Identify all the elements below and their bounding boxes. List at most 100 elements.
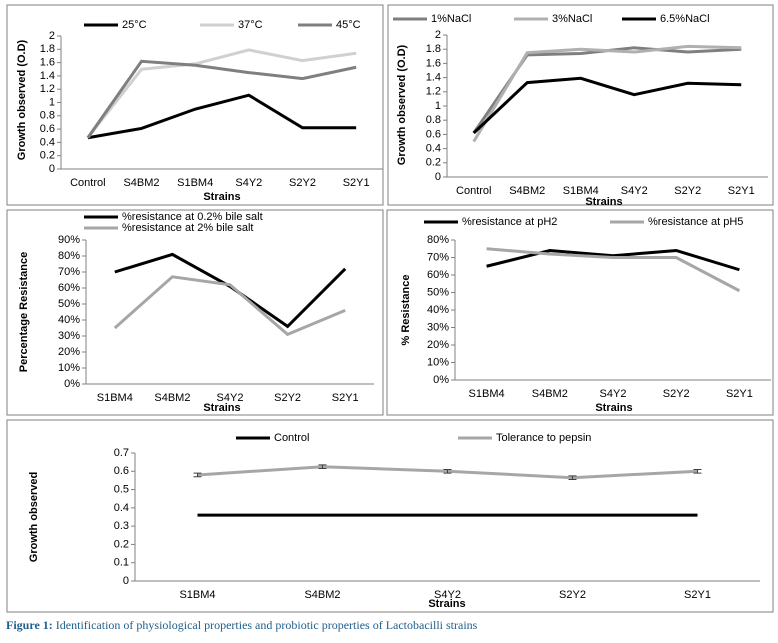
- legend-label: 6.5%NaCl: [660, 13, 710, 25]
- data-line: [486, 247, 741, 293]
- error-bar: [443, 468, 452, 474]
- y-tick-label: 10%: [427, 356, 449, 368]
- y-tick-label: 1.6: [40, 57, 55, 69]
- y-tick-label: 0: [49, 163, 55, 175]
- y-tick-label: 0.6: [114, 465, 129, 477]
- y-tick-label: 0: [123, 575, 129, 587]
- y-tick-label: 0%: [433, 374, 449, 386]
- y-tick-label: 0.6: [40, 123, 55, 135]
- y-tick-label: 2: [435, 29, 441, 41]
- y-tick-label: 50%: [427, 286, 449, 298]
- legend-label: %resistance at 2% bile salt: [122, 222, 253, 234]
- x-tick-label: S1BM4: [177, 177, 213, 189]
- y-tick-label: 1.4: [40, 70, 55, 82]
- x-axis-label: Strains: [428, 598, 465, 610]
- y-tick-label: 10%: [58, 362, 80, 374]
- y-tick-label: 1.2: [40, 83, 55, 95]
- x-tick-label: S2Y1: [728, 185, 755, 197]
- data-line: [472, 46, 742, 134]
- panel-border: [387, 4, 774, 206]
- x-tick-label: S2Y2: [674, 185, 701, 197]
- error-bar: [318, 464, 327, 470]
- data-line: [114, 252, 347, 329]
- x-tick-label: S4BM2: [154, 392, 190, 404]
- x-tick-label: S4Y2: [434, 589, 461, 601]
- x-axis-label: Strains: [585, 196, 622, 208]
- legend-label: Tolerance to pepsin: [496, 432, 591, 444]
- y-tick-label: 0.3: [114, 520, 129, 532]
- legend-label: Control: [274, 432, 309, 444]
- x-tick-label: S2Y1: [726, 388, 753, 400]
- y-tick-label: 1: [435, 100, 441, 112]
- x-tick-label: Control: [456, 185, 491, 197]
- y-axis-label: Percentage Resistance: [18, 252, 30, 372]
- y-tick-label: 0.8: [426, 114, 441, 126]
- y-tick-label: 2: [49, 30, 55, 42]
- y-tick-label: 0: [435, 171, 441, 183]
- y-tick-label: 1: [49, 96, 55, 108]
- y-tick-label: 0.2: [114, 538, 129, 550]
- x-tick-label: S1BM4: [469, 388, 505, 400]
- y-axis-label: Growth observed (O.D): [396, 44, 408, 165]
- data-line: [113, 275, 346, 337]
- x-tick-label: Control: [70, 177, 105, 189]
- y-tick-label: 1.2: [426, 86, 441, 98]
- x-tick-label: S1BM4: [97, 392, 133, 404]
- y-tick-label: 0.5: [114, 483, 129, 495]
- y-tick-label: 20%: [427, 339, 449, 351]
- x-tick-label: S4Y2: [235, 177, 262, 189]
- y-tick-label: 70%: [58, 266, 80, 278]
- panel-border: [6, 4, 384, 206]
- y-tick-label: 0.6: [426, 128, 441, 140]
- y-tick-label: 40%: [427, 304, 449, 316]
- x-tick-label: S2Y1: [332, 392, 359, 404]
- x-tick-label: S2Y1: [343, 177, 370, 189]
- x-tick-label: S2Y1: [684, 589, 711, 601]
- y-tick-label: 80%: [427, 234, 449, 246]
- data-line: [86, 48, 357, 139]
- x-tick-label: S2Y2: [289, 177, 316, 189]
- legend-label: 37°C: [238, 19, 263, 31]
- y-tick-label: 0.2: [426, 157, 441, 169]
- y-tick-label: 30%: [58, 330, 80, 342]
- legend-label: 45°C: [336, 19, 361, 31]
- legend-label: %resistance at pH2: [462, 216, 557, 228]
- x-tick-label: S4BM2: [509, 185, 545, 197]
- x-tick-label: S4BM2: [123, 177, 159, 189]
- y-tick-label: 0.7: [114, 447, 129, 459]
- data-line: [472, 44, 742, 143]
- y-tick-label: 40%: [58, 314, 80, 326]
- x-tick-label: S1BM4: [179, 589, 215, 601]
- y-tick-label: 1.8: [40, 43, 55, 55]
- legend-label: 1%NaCl: [431, 13, 471, 25]
- y-tick-label: 0.4: [114, 502, 129, 514]
- x-tick-label: S2Y2: [274, 392, 301, 404]
- panel-border: [386, 209, 774, 416]
- error-bar: [568, 475, 577, 481]
- legend-label: 3%NaCl: [552, 13, 592, 25]
- y-tick-label: 0.1: [114, 557, 129, 569]
- data-line: [86, 59, 357, 139]
- y-axis-label: % Resistance: [400, 275, 412, 346]
- x-axis-label: Strains: [595, 402, 632, 414]
- y-tick-label: 60%: [58, 282, 80, 294]
- x-axis-label: Strains: [203, 402, 240, 414]
- y-axis-label: Growth observed (O.D): [16, 39, 28, 160]
- x-tick-label: S4BM2: [532, 388, 568, 400]
- x-tick-label: S1BM4: [563, 185, 599, 197]
- y-tick-label: 0.4: [40, 136, 55, 148]
- caption-text: Identification of physiological properti…: [56, 618, 478, 632]
- y-tick-label: 30%: [427, 321, 449, 333]
- caption-label: Figure 1:: [6, 618, 53, 632]
- x-tick-label: S4Y2: [621, 185, 648, 197]
- x-tick-label: S4Y2: [600, 388, 627, 400]
- y-axis-label: Growth observed: [28, 472, 40, 562]
- y-tick-label: 1.4: [426, 72, 441, 84]
- error-bar: [693, 468, 702, 474]
- y-tick-label: 1.6: [426, 57, 441, 69]
- legend-label: %resistance at 0.2% bile salt: [122, 211, 263, 223]
- panel-border: [6, 419, 774, 613]
- y-tick-label: 20%: [58, 346, 80, 358]
